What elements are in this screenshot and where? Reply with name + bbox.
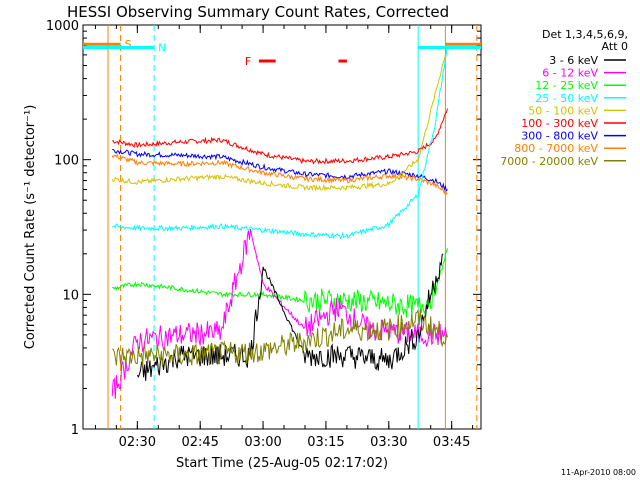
y-tick-label-2: 100 [54,154,79,169]
y-tick-label-1: 10 [62,288,79,303]
x-tick-label-1: 02:45 [181,435,218,450]
chart-title: HESSI Observing Summary Count Rates, Cor… [67,3,449,21]
legend-entry-3: 25 - 50 keV [535,92,598,105]
flag-label-S: S [125,38,132,51]
legend-entry-6: 300 - 800 keV [521,130,598,143]
series-line-8 [112,309,448,368]
series-line-6 [111,228,448,400]
y-tick-label-3: 1000 [46,19,79,34]
y-axis-label: Corrected Count Rate (s⁻¹ detector⁻¹) [23,105,38,350]
flag-label-F: F [245,55,251,68]
legend-entry-0: 3 - 6 keV [549,54,598,67]
legend-entry-1: 6 - 12 keV [542,67,598,80]
flag-label-N: N [158,42,166,55]
legend-entry-2: 12 - 25 keV [535,79,598,92]
legend-header-1: Att 0 [602,40,628,53]
series-line-7 [136,253,444,381]
plot-area: 1 10 100 1000 02:30 02:45 03:00 03:15 03:30 03:45… [46,19,482,450]
footer-date: 11-Apr-2010 08:00 [561,468,636,477]
series-line-1 [112,148,448,193]
x-tick-label-4: 03:30 [370,435,407,450]
x-tick-label-2: 03:00 [244,435,281,450]
series-line-5 [112,248,448,318]
legend-header-0: Det 1,3,4,5,6,9, [542,28,628,41]
y-tick-label-0: 1 [71,423,79,438]
plot-frame [82,24,482,430]
series-line-0 [112,108,448,165]
x-tick-label-5: 03:45 [433,435,470,450]
series-line-3 [111,45,448,192]
legend-entry-7: 800 - 7000 keV [514,142,598,155]
series-line-2 [111,153,448,195]
legend-entry-5: 100 - 300 keV [521,117,598,130]
legend-entry-4: 50 - 100 keV [528,104,598,117]
series-line-4 [112,45,448,240]
x-tick-label-0: 02:30 [119,435,156,450]
legend-entry-8: 7000 - 20000 keV [500,155,598,168]
x-axis-label: Start Time (25-Aug-05 02:17:02) [176,456,388,471]
x-tick-label-3: 03:15 [307,435,344,450]
